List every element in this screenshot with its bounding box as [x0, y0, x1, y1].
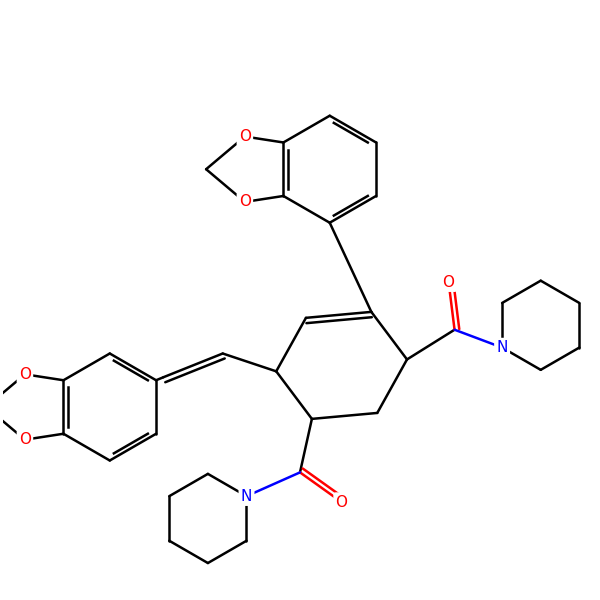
- Text: O: O: [19, 432, 31, 447]
- Text: O: O: [239, 194, 251, 209]
- Text: O: O: [19, 367, 31, 382]
- Text: O: O: [335, 494, 347, 509]
- Text: N: N: [241, 488, 252, 503]
- Text: N: N: [496, 340, 508, 355]
- Text: O: O: [239, 129, 251, 144]
- Text: O: O: [443, 275, 455, 290]
